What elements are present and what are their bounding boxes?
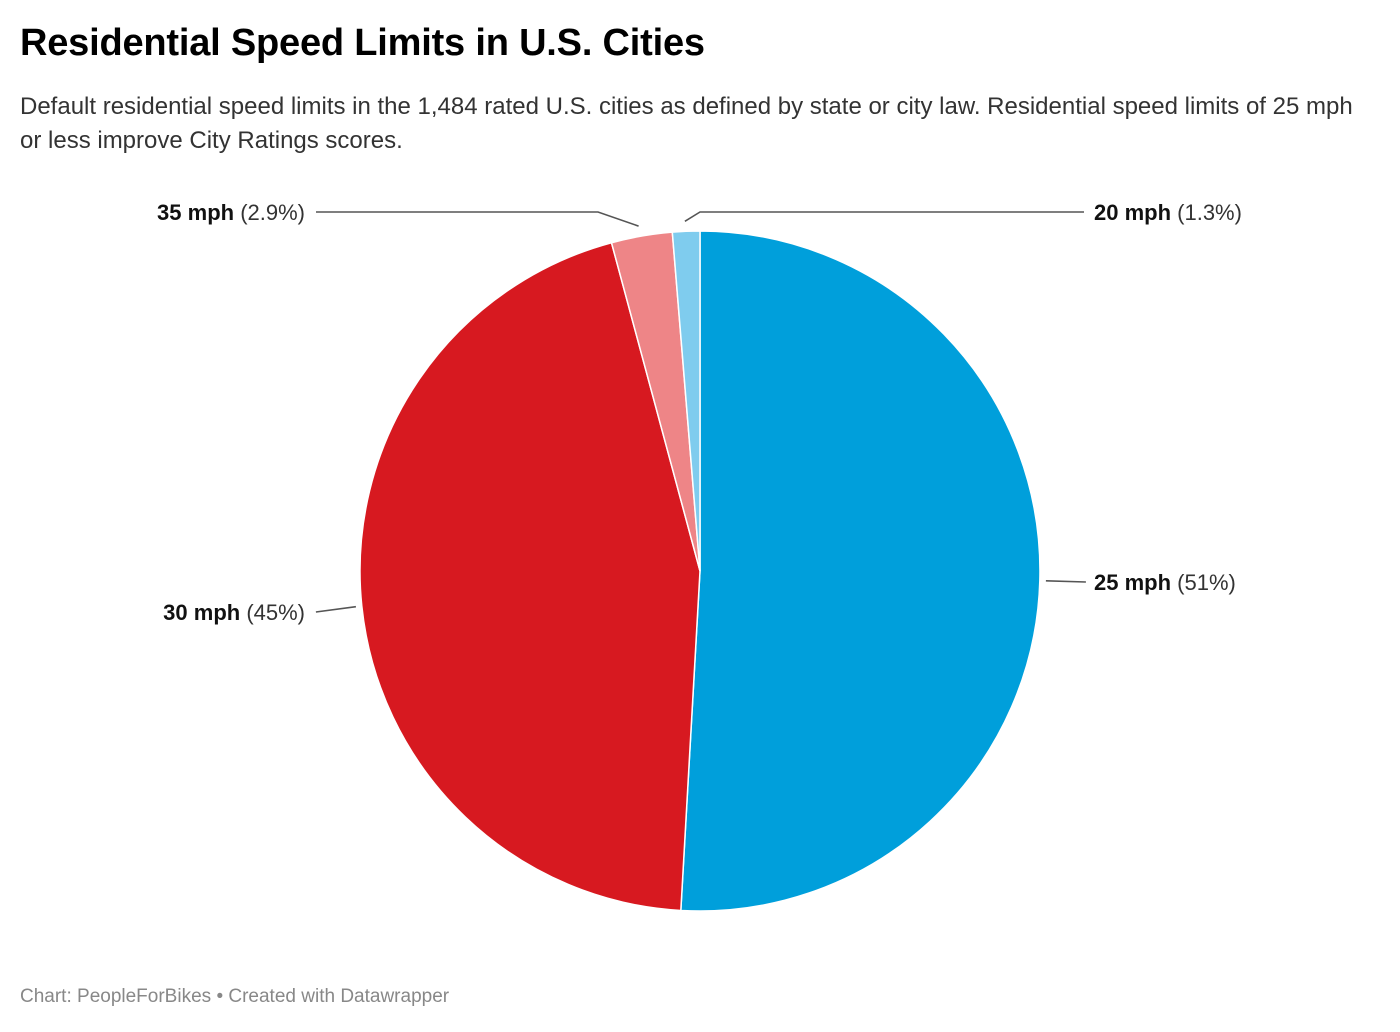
slice-30-mph [359,241,701,912]
label-name: 20 mph [1094,200,1171,225]
leader-25-mph [1045,580,1086,583]
leader-20-mph [684,211,1084,222]
pie-slices [359,230,1041,912]
source-note: Chart: PeopleForBikes [20,986,212,1007]
credit-note: Created with Datawrapper [228,986,450,1007]
leader-30-mph [315,605,357,613]
label-leaders [315,211,1086,613]
label-25-mph: 25 mph (51%) [1094,570,1236,595]
chart-footer: Chart: PeopleForBikes • Created with Dat… [20,986,449,1008]
chart-subtitle: Default residential speed limits in the … [20,93,1353,154]
chart-title: Residential Speed Limits in U.S. Cities [20,22,705,64]
pie-chart: 25 mph (51%) 30 mph (45%) 35 mph (2.9%) 20 … [157,200,1242,912]
label-name: 35 mph [157,200,234,225]
label-percent: (51%) [1171,570,1236,595]
slice-25-mph [680,230,1041,912]
label-name: 25 mph [1094,570,1171,595]
label-percent: (2.9%) [234,200,305,225]
label-20-mph: 20 mph (1.3%) [1094,200,1242,225]
leader-35-mph [316,211,639,227]
label-30-mph: 30 mph (45%) [163,600,305,625]
label-name: 30 mph [163,600,240,625]
label-percent: (45%) [240,600,305,625]
label-35-mph: 35 mph (2.9%) [157,200,305,225]
slice-20-mph [671,230,701,572]
footer-separator: • [216,986,224,1007]
label-percent: (1.3%) [1171,200,1242,225]
slice-labels: 25 mph (51%) 30 mph (45%) 35 mph (2.9%) 20 … [157,200,1242,625]
